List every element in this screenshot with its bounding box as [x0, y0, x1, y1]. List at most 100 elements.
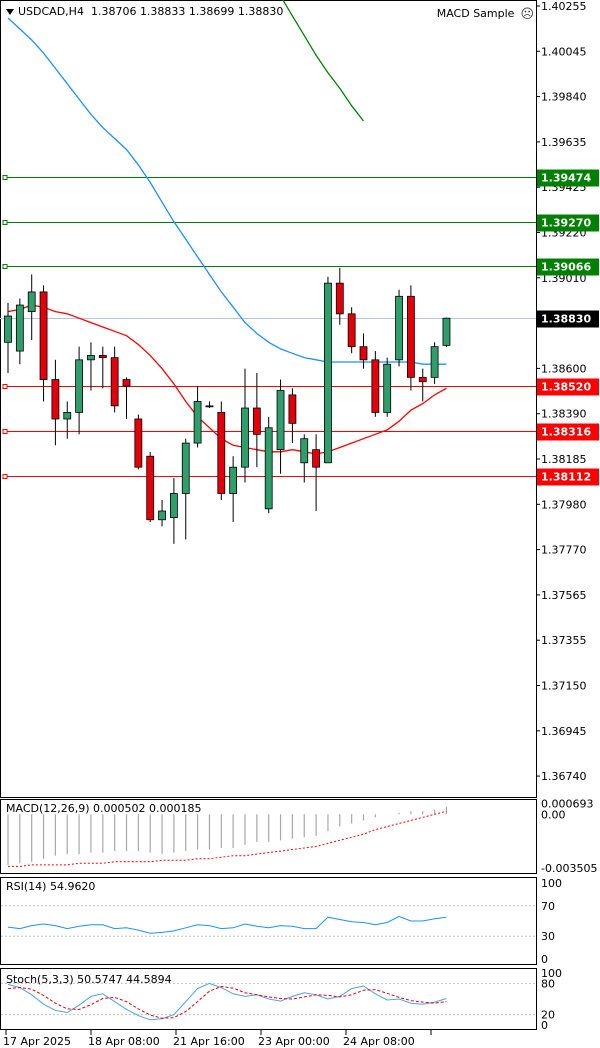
level-tag-bg	[537, 378, 599, 396]
menu-triangle-icon[interactable]	[6, 9, 14, 15]
candle-bull	[264, 427, 273, 510]
stoch-title: Stoch(5,3,3) 50.5747 44.5894	[6, 973, 172, 986]
main-pane	[0, 0, 537, 798]
macd-signal-line	[8, 810, 447, 867]
candle-bear	[252, 407, 261, 435]
level-tag-label: 1.39270	[541, 217, 591, 230]
current-price-tag-bg	[537, 310, 599, 328]
macd-pane	[0, 799, 537, 874]
ea-name: MACD Sample	[436, 7, 515, 20]
candle-bull	[205, 405, 214, 408]
candle-bull	[193, 401, 202, 444]
candle-bull	[63, 412, 72, 420]
macd-title: MACD(12,26,9) 0.000502 0.000185	[6, 802, 202, 815]
candle-bull	[241, 407, 249, 468]
candle-bear	[371, 359, 380, 413]
symbol-label: USDCAD,H4	[18, 5, 84, 18]
level-tag-label: 1.38520	[541, 381, 591, 394]
candle-bear	[418, 376, 427, 383]
level-anchor	[2, 264, 8, 269]
chart-header: USDCAD,H4 1.38706 1.38833 1.38699 1.3883…	[6, 5, 283, 18]
rsi-tick-label: 30	[541, 930, 555, 943]
rsi-pane	[0, 877, 537, 965]
candle-bull	[395, 295, 403, 361]
time-label: 24 Apr 08:00	[343, 1035, 415, 1048]
level-anchor	[2, 220, 8, 225]
price-tick-label: 1.38600	[541, 362, 587, 375]
ohlc-label: 1.38706 1.38833 1.38699 1.38830	[90, 5, 284, 18]
candle-bear	[51, 379, 60, 420]
candle-bear	[110, 357, 119, 407]
level-tag-bg	[537, 169, 599, 187]
candle-bear	[312, 449, 321, 468]
stoch-tick-label: 20	[541, 1009, 555, 1022]
stoch-tick-label: 100	[541, 967, 562, 980]
candle-bull	[430, 346, 439, 378]
candle-bull	[229, 466, 238, 494]
candle-bull	[383, 363, 392, 413]
time-label: 23 Apr 00:00	[258, 1035, 330, 1048]
level-tag-label: 1.39066	[541, 261, 591, 274]
candle-bear	[39, 291, 48, 380]
candle-bull	[158, 510, 166, 521]
level-anchor	[2, 384, 8, 389]
moving-average-red	[7, 304, 447, 455]
price-tick-label: 1.38390	[541, 408, 587, 421]
candle-bull	[87, 355, 95, 361]
macd-tick-label: -0.003505	[541, 862, 597, 875]
level-anchor	[2, 429, 8, 434]
candle-bear	[347, 313, 356, 348]
price-tick-label: 1.40045	[541, 45, 587, 58]
candle-bull	[15, 304, 24, 352]
level-tag-bg	[537, 214, 599, 232]
rsi-tick-label: 0	[541, 953, 548, 966]
rsi-title: RSI(14) 54.9620	[6, 880, 95, 893]
candle-bear	[122, 379, 131, 387]
candle-bear	[98, 355, 107, 359]
time-label: 17 Apr 2025	[3, 1035, 71, 1048]
candle-bull	[442, 317, 451, 346]
candle-bear	[217, 412, 226, 494]
level-anchor	[2, 175, 8, 180]
stoch-pane	[0, 968, 537, 1030]
candle-bull	[181, 442, 190, 494]
expert-advisor-label[interactable]: MACD Sample ☹	[437, 7, 534, 22]
macd-tick-label: 0.00	[541, 808, 566, 821]
stoch-signal-line	[7, 985, 447, 1019]
level-tag-bg	[537, 468, 599, 486]
candle-bull	[27, 291, 36, 313]
candle-bear	[335, 282, 344, 315]
time-label: 21 Apr 16:00	[173, 1035, 245, 1048]
stoch-tick-label: 80	[541, 977, 555, 990]
level-tag-bg	[537, 258, 599, 276]
candle-bull	[169, 493, 178, 518]
rsi-tick-label: 100	[541, 877, 562, 890]
moving-average-green	[282, 0, 365, 122]
level-tag-label: 1.39474	[541, 172, 591, 185]
candle-bull	[276, 390, 285, 451]
price-tick-label: 1.37355	[541, 634, 587, 647]
level-tag-label: 1.38316	[541, 426, 591, 439]
rsi-tick-label: 70	[541, 900, 555, 913]
level-anchor	[2, 474, 8, 479]
candle-bear	[134, 418, 143, 468]
time-label: 18 Apr 08:00	[88, 1035, 160, 1048]
level-tag-bg	[537, 423, 599, 441]
candle-bear	[406, 295, 415, 378]
candle-bull	[75, 359, 83, 413]
price-tick-label: 1.37150	[541, 680, 587, 693]
candle-bear	[288, 394, 297, 424]
price-tick-label: 1.39840	[541, 91, 587, 104]
price-tick-label: 1.36945	[541, 725, 587, 738]
price-tick-label: 1.39635	[541, 136, 587, 149]
stoch-main-line	[7, 982, 447, 1021]
candle-bull	[4, 315, 12, 343]
moving-average-blue	[7, 17, 447, 365]
price-tick-label: 1.36740	[541, 770, 587, 783]
current-price-tag: 1.38830	[541, 313, 591, 326]
stoch-tick-label: 0	[541, 1019, 548, 1032]
candle-bear	[146, 455, 155, 521]
candle-bull	[324, 282, 332, 464]
macd-tick-label: 0.000693	[541, 798, 594, 811]
